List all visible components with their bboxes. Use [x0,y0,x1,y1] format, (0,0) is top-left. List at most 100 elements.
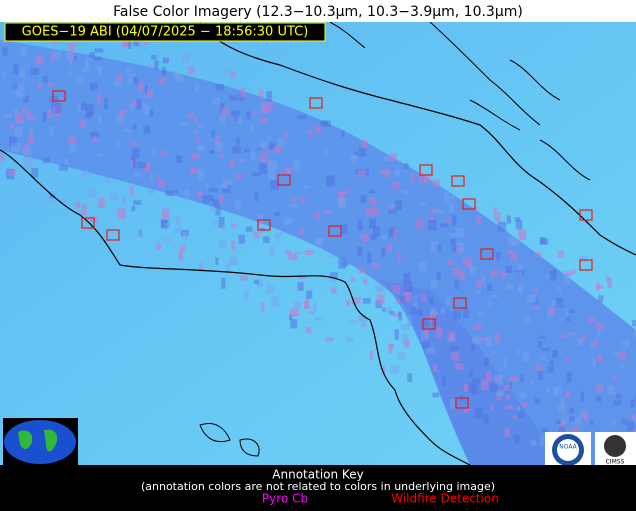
texture-cell [306,290,313,299]
texture-cell [505,284,513,290]
texture-cell [92,136,98,142]
texture-cell [468,382,475,393]
texture-cell [11,143,20,152]
texture-cell [451,352,459,362]
texture-cell [375,300,382,309]
texture-cell [266,91,273,102]
texture-cell [274,146,282,154]
texture-cell [590,420,595,426]
texture-cell [261,302,265,312]
texture-cell [360,233,370,243]
texture-cell [485,371,492,382]
texture-cell [253,231,260,239]
texture-cell [546,386,550,392]
texture-cell [518,229,527,241]
texture-cell [77,76,85,84]
texture-cell [1,37,7,45]
texture-cell [607,277,612,289]
texture-cell [369,196,377,206]
texture-cell [552,388,559,395]
texture-cell [259,163,267,174]
texture-cell [376,294,385,305]
texture-cell [358,315,367,323]
texture-cell [162,57,170,64]
texture-cell [133,200,142,205]
texture-cell [9,122,14,130]
texture-cell [448,203,455,214]
texture-cell [340,224,348,235]
texture-cell [393,312,402,318]
texture-cell [113,78,122,87]
texture-cell [197,169,204,181]
texture-cell [566,309,575,313]
texture-cell [566,315,571,322]
texture-cell [209,208,218,212]
texture-cell [219,240,228,248]
texture-cell [420,294,427,302]
texture-cell [331,287,337,294]
texture-cell [532,300,540,305]
texture-cell [596,285,604,289]
texture-cell [494,333,500,344]
texture-cell [43,76,48,83]
texture-cell [401,333,409,344]
texture-cell [382,156,390,162]
texture-cell [48,126,54,136]
texture-cell [29,126,33,133]
texture-cell [320,120,328,126]
texture-cell [262,236,270,244]
texture-cell [222,179,232,189]
texture-cell [42,111,47,122]
texture-cell [397,352,406,360]
texture-cell [521,402,528,408]
texture-cell [329,276,336,283]
texture-cell [429,209,438,214]
texture-cell [2,114,12,118]
texture-cell [124,129,130,133]
texture-cell [128,73,136,85]
texture-cell [253,109,257,116]
texture-cell [199,262,203,272]
texture-cell [495,251,501,262]
texture-cell [89,52,96,58]
texture-cell [303,185,310,189]
texture-cell [559,420,566,430]
texture-cell [131,100,140,106]
texture-cell [429,297,434,305]
texture-cell [327,254,335,259]
texture-cell [82,170,91,177]
texture-cell [315,125,321,134]
texture-cell [130,103,135,111]
texture-cell [37,82,42,89]
texture-cell [412,301,418,312]
texture-cell [548,307,555,314]
texture-cell [213,220,218,226]
texture-cell [345,299,351,307]
texture-cell [115,115,124,125]
texture-cell [350,155,357,164]
texture-cell [450,238,456,245]
texture-cell [551,299,559,307]
texture-cell [500,270,507,279]
texture-cell [154,60,159,71]
texture-cell [298,275,307,280]
texture-cell [317,237,324,245]
texture-cell [130,141,137,146]
texture-cell [80,119,86,128]
texture-cell [259,154,268,162]
texture-cell [384,169,391,179]
texture-cell [432,392,440,398]
texture-cell [287,253,297,261]
texture-cell [595,322,605,330]
texture-cell [433,180,440,187]
texture-cell [446,296,451,305]
texture-cell [595,396,602,403]
texture-cell [597,354,603,363]
texture-cell [227,184,232,189]
texture-cell [463,407,470,413]
texture-cell [288,313,293,321]
texture-cell [137,161,147,169]
texture-cell [50,40,59,45]
texture-cell [468,370,473,378]
texture-cell [258,118,268,123]
